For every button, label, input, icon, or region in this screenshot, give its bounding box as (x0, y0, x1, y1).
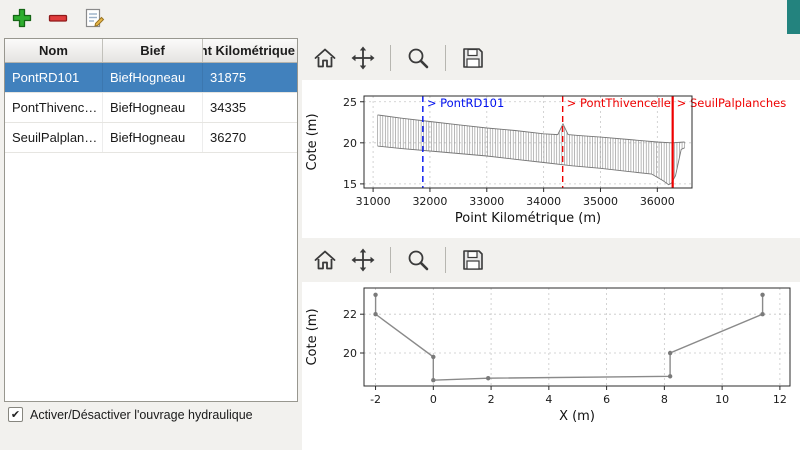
table-body: PontRD101 BiefHogneau 31875 PontThivencelle… (5, 63, 297, 153)
svg-text:0: 0 (430, 393, 437, 406)
checkbox-checked-icon[interactable]: ✔ (8, 407, 23, 422)
activer-ouvrage-checkbox[interactable]: ✔ Activer/Désactiver l'ouvrage hydrauliq… (8, 407, 253, 422)
cross-section-chart[interactable]: -2 0 2 4 6 8 10 12 20 22 X (m) Cote (m) (302, 282, 800, 450)
svg-text:20: 20 (343, 137, 357, 150)
add-ouvrage-button[interactable] (10, 6, 34, 30)
section-plot-toolbar (302, 238, 800, 282)
cell-pk[interactable]: 36270 (210, 130, 247, 145)
cell-bief[interactable]: BiefHogneau (103, 63, 203, 92)
toolbar-separator (445, 247, 446, 273)
annotation-label: > SeuilPalplanches (677, 96, 787, 110)
svg-text:12: 12 (773, 393, 787, 406)
x-axis-label: Point Kilométrique (m) (455, 211, 601, 226)
zoom-icon (408, 250, 429, 271)
cross-section-panel: -2 0 2 4 6 8 10 12 20 22 X (m) Cote (m) (302, 238, 800, 450)
svg-text:36000: 36000 (640, 195, 675, 208)
svg-text:2: 2 (488, 393, 495, 406)
table-header: Nom Bief Point Kilométrique (5, 39, 297, 63)
zoom-button[interactable] (403, 43, 433, 73)
cell-nom[interactable]: PontRD101 (5, 63, 103, 92)
svg-text:33000: 33000 (469, 195, 504, 208)
svg-text:25: 25 (343, 96, 357, 109)
toolbar-separator (445, 45, 446, 71)
svg-text:20: 20 (343, 347, 357, 360)
cell-pk[interactable]: 31875 (210, 70, 247, 85)
x-axis-label: X (m) (559, 409, 595, 424)
y-axis-label: Cote (m) (305, 308, 320, 365)
pan-icon (351, 248, 375, 272)
svg-text:32000: 32000 (412, 195, 447, 208)
toolbar-separator (390, 45, 391, 71)
profile-plot-toolbar (302, 36, 800, 80)
svg-text:6: 6 (603, 393, 610, 406)
checkbox-label: Activer/Désactiver l'ouvrage hydraulique (30, 407, 253, 422)
zoom-icon (408, 48, 429, 69)
svg-text:31000: 31000 (356, 195, 391, 208)
table-row[interactable]: PontThivencelle BiefHogneau 34335 (5, 93, 297, 123)
plus-icon (12, 8, 32, 28)
longitudinal-profile-panel: > PontRD101 > PontThivencelle > SeuilPalpl… (302, 36, 800, 238)
ouvrages-table: Nom Bief Point Kilométrique PontRD101Bie… (4, 38, 298, 402)
home-icon (314, 250, 336, 270)
cell-bief[interactable]: BiefHogneau (103, 123, 203, 152)
cell-bief[interactable]: BiefHogneau (103, 93, 203, 122)
svg-text:4: 4 (545, 393, 552, 406)
annotation-label: > PontRD101 (427, 96, 504, 110)
header-nom[interactable]: Nom (5, 39, 103, 62)
series-berge-haute (377, 114, 685, 144)
save-button[interactable] (458, 245, 488, 275)
table-row[interactable]: PontRD101 BiefHogneau 31875 (5, 63, 297, 93)
cell-pk[interactable]: 34335 (210, 100, 247, 115)
edit-list-icon (85, 8, 105, 28)
main-toolbar (0, 0, 786, 36)
svg-text:10: 10 (715, 393, 729, 406)
save-icon (463, 48, 483, 68)
home-icon (314, 48, 336, 68)
cell-nom[interactable]: SeuilPalplanches (5, 123, 103, 152)
pan-icon (351, 46, 375, 70)
svg-text:15: 15 (343, 178, 357, 191)
svg-text:35000: 35000 (583, 195, 618, 208)
annotation-label: > PontThivencelle (567, 96, 671, 110)
background-window-corner-top (787, 0, 800, 34)
save-button[interactable] (458, 43, 488, 73)
pan-button[interactable] (348, 245, 378, 275)
cell-nom[interactable]: PontThivencelle (5, 93, 103, 122)
svg-text:22: 22 (343, 308, 357, 321)
longitudinal-profile-chart[interactable]: > PontRD101 > PontThivencelle > SeuilPalpl… (302, 80, 800, 238)
remove-ouvrage-button[interactable] (46, 6, 70, 30)
header-point-kilometrique[interactable]: Point Kilométrique (203, 43, 295, 58)
y-axis-label: Cote (m) (305, 113, 320, 170)
zoom-button[interactable] (403, 245, 433, 275)
minus-icon (48, 14, 68, 22)
home-button[interactable] (310, 245, 340, 275)
pan-button[interactable] (348, 43, 378, 73)
header-bief[interactable]: Bief (103, 39, 203, 62)
svg-text:34000: 34000 (526, 195, 561, 208)
edit-ouvrage-button[interactable] (82, 6, 106, 30)
save-icon (463, 250, 483, 270)
toolbar-separator (390, 247, 391, 273)
svg-text:8: 8 (661, 393, 668, 406)
svg-text:-2: -2 (370, 393, 381, 406)
table-row[interactable]: SeuilPalplanches BiefHogneau 36270 (5, 123, 297, 153)
home-button[interactable] (310, 43, 340, 73)
